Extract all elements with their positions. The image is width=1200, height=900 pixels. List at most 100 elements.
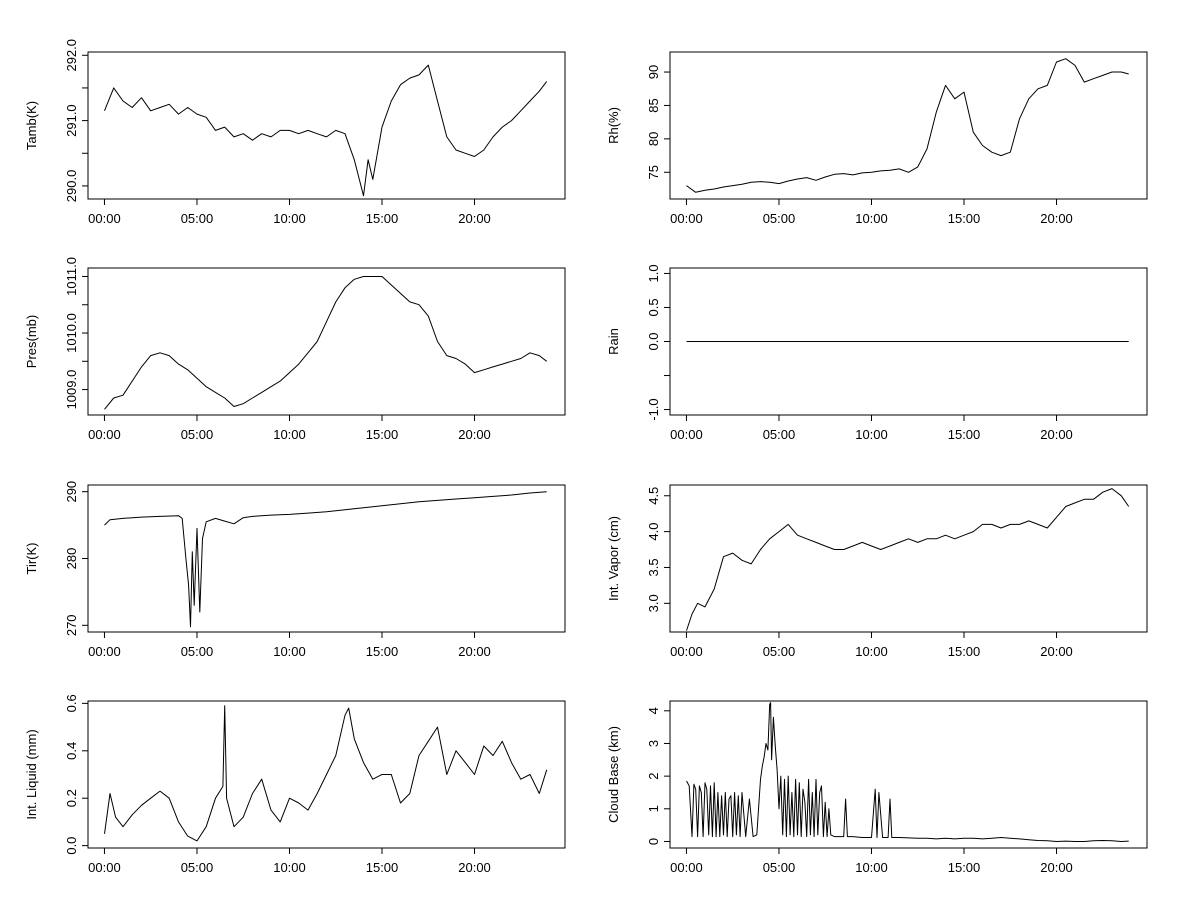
panel-3: 00:00 05:00 10:00 15:00 20:00 1009.0 1010.0 101… — [24, 257, 566, 442]
x-tick-label: 15:00 — [948, 211, 981, 226]
panel-1: 00:00 05:00 10:00 15:00 20:00 290.0 291.0 292.0… — [24, 39, 566, 226]
y-axis-label: Rain — [606, 328, 621, 355]
y-tick-label: 80 — [646, 132, 661, 146]
panel-5: 00:00 05:00 10:00 15:00 20:00 270 280 290 Tir(K) — [24, 481, 566, 659]
y-tick-label: 4.0 — [646, 523, 661, 541]
x-tick-label: 15:00 — [948, 860, 981, 875]
y-tick-label: 290.0 — [64, 170, 79, 203]
x-tick-label: 10:00 — [273, 860, 306, 875]
y-tick-label: 0.0 — [646, 332, 661, 350]
y-tick-label: 1009.0 — [64, 370, 79, 410]
y-tick-label: 3 — [646, 740, 661, 747]
y-tick-label: 0.0 — [64, 837, 79, 855]
x-tick-label: 10:00 — [273, 211, 306, 226]
y-tick-label: 0.6 — [64, 694, 79, 712]
y-tick-label: -1.0 — [646, 398, 661, 420]
y-axis-label: Tamb(K) — [24, 101, 39, 150]
y-tick-label: 90 — [646, 65, 661, 79]
x-tick-label: 15:00 — [948, 644, 981, 659]
x-tick-label: 05:00 — [181, 860, 214, 875]
series-line — [686, 488, 1130, 631]
x-tick-label: 10:00 — [855, 211, 888, 226]
panel-4: 00:00 05:00 10:00 15:00 20:00 -1.0 0.0 0.5 1.0 Ra… — [606, 264, 1148, 442]
x-tick-label: 20:00 — [1040, 427, 1073, 442]
plot-frame — [87, 484, 566, 633]
x-tick-label: 15:00 — [366, 860, 399, 875]
x-tick-label: 10:00 — [273, 644, 306, 659]
series-line — [686, 702, 1129, 842]
x-tick-label: 10:00 — [855, 644, 888, 659]
y-tick-label: 4.5 — [646, 487, 661, 505]
y-tick-label: 292.0 — [64, 39, 79, 72]
x-tick-label: 20:00 — [1040, 211, 1073, 226]
y-tick-label: 290 — [64, 481, 79, 503]
plot-frame — [669, 700, 1148, 849]
y-axis-label: Int. Vapor (cm) — [606, 516, 621, 601]
series-line — [104, 491, 547, 628]
y-tick-label: 75 — [646, 165, 661, 179]
x-tick-label: 20:00 — [458, 427, 491, 442]
plot-frame — [87, 51, 566, 200]
y-tick-label: 3.0 — [646, 594, 661, 612]
x-tick-label: 20:00 — [1040, 644, 1073, 659]
y-axis-label: Cloud Base (km) — [606, 726, 621, 823]
x-tick-label: 20:00 — [458, 644, 491, 659]
x-tick-label: 00:00 — [670, 644, 703, 659]
x-tick-label: 10:00 — [855, 860, 888, 875]
y-axis-label: Tir(K) — [24, 542, 39, 574]
panel-8: 00:00 05:00 10:00 15:00 20:00 0 1 2 3 4 Cloud Base… — [606, 700, 1148, 875]
y-axis-label: Pres(mb) — [24, 315, 39, 368]
x-tick-label: 20:00 — [458, 211, 491, 226]
y-tick-label: 0.4 — [64, 742, 79, 760]
y-tick-label: 0.2 — [64, 789, 79, 807]
x-tick-label: 05:00 — [181, 427, 214, 442]
y-axis-label: Int. Liquid (mm) — [24, 729, 39, 819]
series-line — [104, 64, 548, 197]
series-line — [104, 705, 548, 842]
x-tick-label: 00:00 — [88, 644, 121, 659]
x-tick-label: 15:00 — [948, 427, 981, 442]
x-tick-label: 15:00 — [366, 427, 399, 442]
x-tick-label: 10:00 — [855, 427, 888, 442]
x-tick-label: 00:00 — [88, 211, 121, 226]
x-tick-label: 20:00 — [458, 860, 491, 875]
x-tick-label: 00:00 — [670, 427, 703, 442]
y-tick-label: 1.0 — [646, 264, 661, 282]
panel-2: 00:00 05:00 10:00 15:00 20:00 75 80 85 90 Rh(%) — [606, 51, 1148, 226]
y-tick-label: 291.0 — [64, 104, 79, 137]
y-tick-label: 280 — [64, 548, 79, 570]
y-axis-label: Rh(%) — [606, 107, 621, 144]
y-tick-label: 0 — [646, 838, 661, 845]
x-tick-label: 05:00 — [181, 644, 214, 659]
y-tick-label: 2 — [646, 773, 661, 780]
x-tick-label: 05:00 — [763, 211, 796, 226]
y-tick-label: 1010.0 — [64, 313, 79, 353]
plot-frame — [669, 484, 1148, 633]
y-tick-label: 270 — [64, 614, 79, 636]
x-tick-label: 15:00 — [366, 644, 399, 659]
series-line — [104, 276, 548, 410]
y-tick-label: 85 — [646, 98, 661, 112]
x-tick-label: 00:00 — [670, 860, 703, 875]
y-tick-label: 1 — [646, 805, 661, 812]
x-tick-label: 00:00 — [670, 211, 703, 226]
plot-frame — [669, 51, 1148, 200]
x-tick-label: 15:00 — [366, 211, 399, 226]
plot-frame — [87, 700, 566, 849]
panel-7: 00:00 05:00 10:00 15:00 20:00 0.0 0.2 0.4 0.6 Int… — [24, 694, 566, 875]
panel-6: 00:00 05:00 10:00 15:00 20:00 3.0 3.5 4.0 4.5 Int… — [606, 484, 1148, 659]
x-tick-label: 00:00 — [88, 427, 121, 442]
y-tick-label: 3.5 — [646, 558, 661, 576]
x-tick-label: 05:00 — [181, 211, 214, 226]
x-tick-label: 00:00 — [88, 860, 121, 875]
x-tick-label: 20:00 — [1040, 860, 1073, 875]
series-line — [686, 58, 1129, 193]
y-tick-label: 1011.0 — [64, 257, 79, 296]
x-tick-label: 05:00 — [763, 644, 796, 659]
x-tick-label: 05:00 — [763, 427, 796, 442]
x-tick-label: 05:00 — [763, 860, 796, 875]
x-tick-label: 10:00 — [273, 427, 306, 442]
y-tick-label: 4 — [646, 707, 661, 714]
plot-frame — [87, 267, 566, 416]
y-tick-label: 0.5 — [646, 298, 661, 316]
